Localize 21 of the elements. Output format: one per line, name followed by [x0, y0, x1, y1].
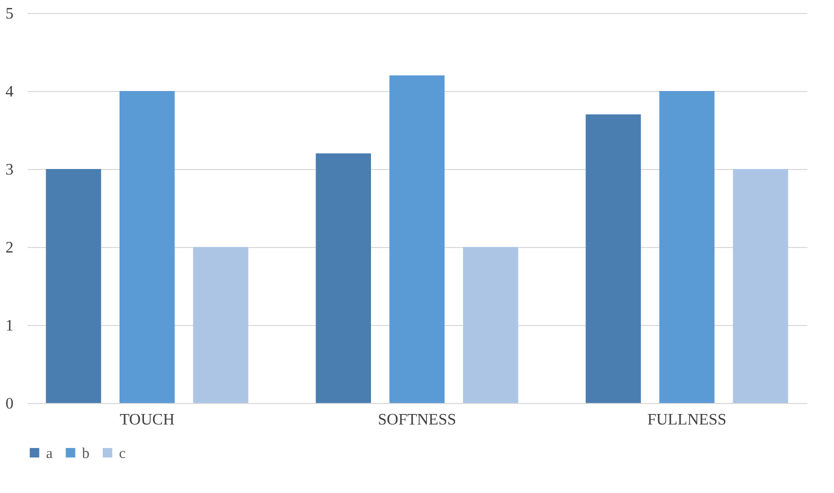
y-tick-label: 1 — [6, 318, 14, 334]
legend-label: c — [119, 446, 126, 462]
bar — [316, 153, 371, 403]
y-tick-label: 5 — [6, 6, 14, 22]
bar — [46, 169, 102, 403]
y-tick-label: 2 — [6, 240, 14, 256]
bar — [659, 91, 714, 403]
legend-label: b — [82, 446, 90, 462]
legend-label: a — [46, 446, 53, 462]
bar — [120, 91, 175, 403]
x-tick-label: SOFTNESS — [378, 412, 456, 428]
bar — [732, 169, 788, 403]
y-tick-label: 3 — [6, 162, 14, 178]
bar — [586, 114, 641, 403]
bar — [463, 247, 518, 403]
x-tick-label: FULLNESS — [647, 412, 726, 428]
bar — [193, 247, 248, 403]
x-tick-label: TOUCH — [120, 412, 175, 428]
bar — [389, 75, 445, 403]
y-tick-label: 4 — [6, 84, 14, 100]
y-tick-label: 0 — [6, 396, 14, 412]
